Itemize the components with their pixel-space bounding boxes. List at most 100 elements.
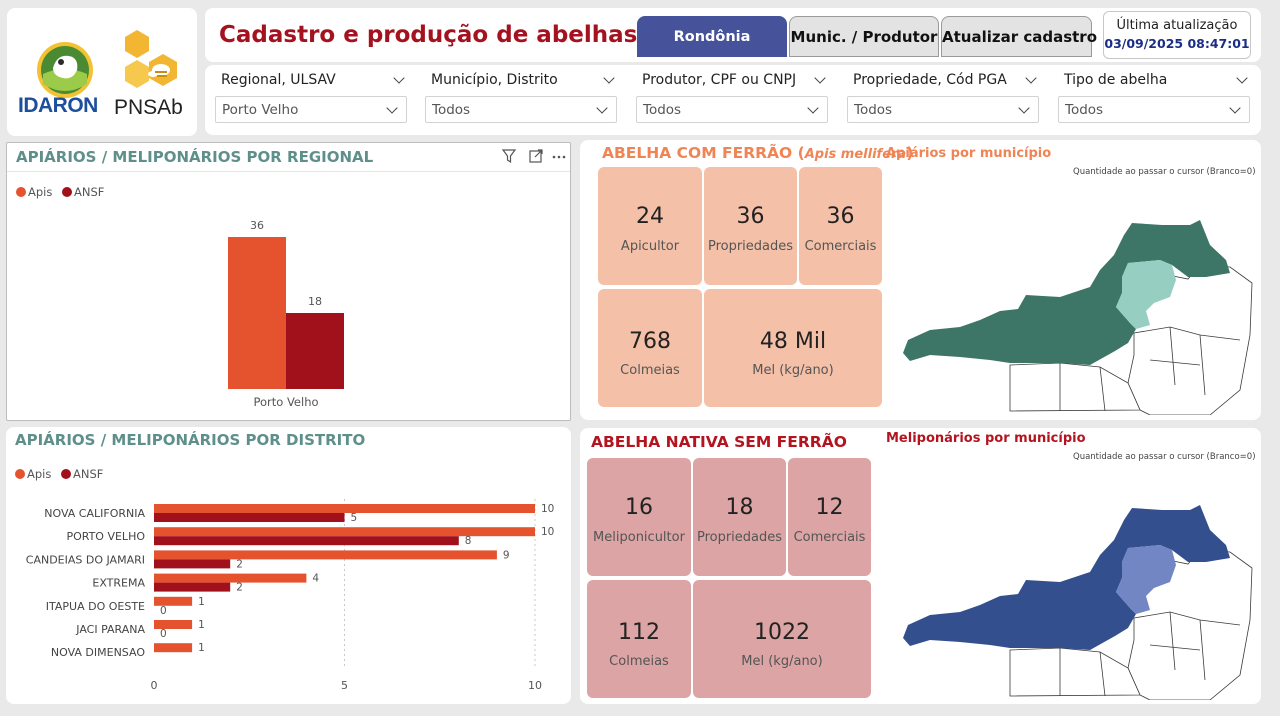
bar-apis: [154, 643, 193, 653]
filter-icon[interactable]: [501, 149, 517, 164]
regional-chart-panel[interactable]: APIÁRIOS / MELIPONÁRIOS POR REGIONAL Api…: [6, 142, 571, 421]
kpi-label: Propriedades: [707, 239, 794, 254]
kpi-propriedades: 36 Propriedades: [704, 167, 797, 285]
filter-tipo-abelha-value: Todos: [1065, 102, 1104, 118]
filter-regional-value: Porto Velho: [222, 102, 299, 118]
tab-munic-produtor[interactable]: Munic. / Produtor: [789, 16, 939, 57]
more-options-icon[interactable]: [552, 155, 566, 159]
chevron-down-icon[interactable]: [1025, 72, 1037, 84]
kpi-value: 24: [636, 204, 664, 229]
kpi-value: 768: [629, 329, 671, 354]
filter-municipio: Município, Distrito Todos: [417, 65, 625, 135]
kpi-value: 12: [815, 495, 844, 520]
kpi-comerciais: 36 Comerciais: [799, 167, 882, 285]
map-region-dark[interactable]: [903, 505, 1230, 650]
category-label: NOVA CALIFORNIA: [44, 507, 145, 520]
chevron-down-icon: [807, 102, 819, 114]
filter-produtor-select[interactable]: Todos: [636, 96, 828, 123]
filter-propriedade-label: Propriedade, Cód PGA: [853, 72, 1007, 88]
legend-ansf: ANSF: [74, 185, 105, 199]
filter-tipo-abelha-select[interactable]: Todos: [1058, 96, 1250, 123]
kpi-value: 18: [725, 495, 754, 520]
bar-ansf: [154, 513, 345, 522]
bar-ansf: [154, 559, 231, 569]
chevron-down-icon: [596, 102, 608, 114]
visual-header-icons: [501, 149, 566, 164]
apis-header-species: Apis mellifera: [804, 147, 907, 162]
kpi-label: Apicultor: [620, 239, 680, 254]
bar-apis: [154, 504, 535, 513]
last-update-box: Última atualização 03/09/2025 08:47:01: [1103, 11, 1251, 59]
legend-ansf-dot: [61, 469, 72, 479]
kpi-value: 36: [736, 204, 765, 229]
divider: [7, 171, 570, 172]
data-label: 1: [198, 642, 205, 654]
chevron-down-icon[interactable]: [1236, 72, 1248, 84]
filter-regional-select[interactable]: Porto Velho: [215, 96, 407, 123]
chevron-down-icon: [386, 102, 398, 114]
ansf-map-note: Quantidade ao passar o cursor (Branco=0): [1073, 452, 1256, 462]
chevron-down-icon[interactable]: [814, 72, 826, 84]
filter-municipio-label: Município, Distrito: [431, 72, 558, 88]
filter-municipio-select[interactable]: Todos: [425, 96, 617, 123]
legend-apis-dot: [15, 469, 25, 479]
kpi-label: Propriedades: [696, 530, 783, 545]
chevron-down-icon[interactable]: [603, 72, 615, 84]
map-region-dark[interactable]: [903, 220, 1230, 365]
last-update-label: Última atualização: [1116, 18, 1238, 33]
bar-apis: [228, 237, 286, 389]
bar-ansf: [154, 582, 231, 592]
legend-ansf-dot: [62, 187, 73, 197]
logo-card: IDARON PNSAb: [7, 8, 197, 136]
bar-ansf: [286, 313, 344, 389]
legend-apis: Apis: [28, 185, 53, 199]
filter-produtor-label: Produtor, CPF ou CNPJ: [642, 72, 797, 88]
data-label: 10: [541, 526, 554, 538]
kpi-label: Comerciais: [793, 530, 866, 545]
map-region-light[interactable]: [1116, 545, 1176, 614]
map-region-light[interactable]: [1116, 260, 1176, 329]
chevron-down-icon: [1018, 102, 1030, 114]
ansf-municipio-map[interactable]: [900, 500, 1256, 700]
idaron-logo-icon: [37, 42, 93, 98]
filter-tipo-abelha: Tipo de abelha Todos: [1050, 65, 1258, 135]
filter-tipo-abelha-label: Tipo de abelha: [1064, 72, 1168, 88]
ansf-map-title: Meliponários por município: [886, 431, 1086, 446]
last-update-value: 03/09/2025 08:47:01: [1104, 36, 1250, 51]
category-label: ITAPUA DO OESTE: [46, 600, 145, 613]
distrito-legend: Apis ANSF: [15, 467, 109, 481]
apis-map-title: Apiários por município: [886, 146, 1052, 161]
kpi-value: 1022: [754, 620, 810, 645]
bar-apis: [154, 573, 307, 583]
distrito-chart-panel[interactable]: APIÁRIOS / MELIPONÁRIOS POR DISTRITO Api…: [6, 427, 571, 704]
apis-map-note: Quantidade ao passar o cursor (Branco=0): [1073, 167, 1256, 177]
bar-apis: [154, 596, 193, 606]
bar-ansf: [154, 536, 459, 546]
filter-propriedade-select[interactable]: Todos: [847, 96, 1039, 123]
data-label: 0: [160, 605, 167, 617]
pnsab-logo-text: PNSAb: [114, 96, 183, 119]
bar-apis: [154, 550, 497, 560]
legend-apis: Apis: [27, 467, 52, 481]
kpi-mel: 1022 Mel (kg/ano): [693, 580, 871, 698]
data-label: 9: [503, 549, 510, 561]
apis-header: ABELHA COM FERRÃO (Apis mellifera): [602, 144, 913, 162]
chevron-down-icon[interactable]: [393, 72, 405, 84]
header-bar: Cadastro e produção de abelhas - RO Rond…: [205, 8, 1261, 62]
data-label: 5: [351, 512, 358, 524]
kpi-comerciais: 12 Comerciais: [788, 458, 871, 576]
filter-regional: Regional, ULSAV Porto Velho: [207, 65, 415, 135]
category-label: EXTREMA: [92, 577, 145, 590]
tab-rondonia[interactable]: Rondônia: [637, 16, 787, 57]
kpi-label: Mel (kg/ano): [752, 363, 834, 378]
data-label: 8: [465, 535, 472, 547]
category-label: JACI PARANA: [75, 623, 145, 636]
focus-mode-icon[interactable]: [529, 149, 543, 163]
x-tick-label: 0: [151, 679, 158, 692]
apis-municipio-map[interactable]: [900, 215, 1256, 415]
legend-apis-dot: [16, 187, 26, 197]
tab-atualizar-cadastro[interactable]: Atualizar cadastro: [941, 16, 1097, 57]
apis-header-main: ABELHA COM FERRÃO (: [602, 144, 805, 162]
regional-chart-title: APIÁRIOS / MELIPONÁRIOS POR REGIONAL: [16, 148, 374, 166]
